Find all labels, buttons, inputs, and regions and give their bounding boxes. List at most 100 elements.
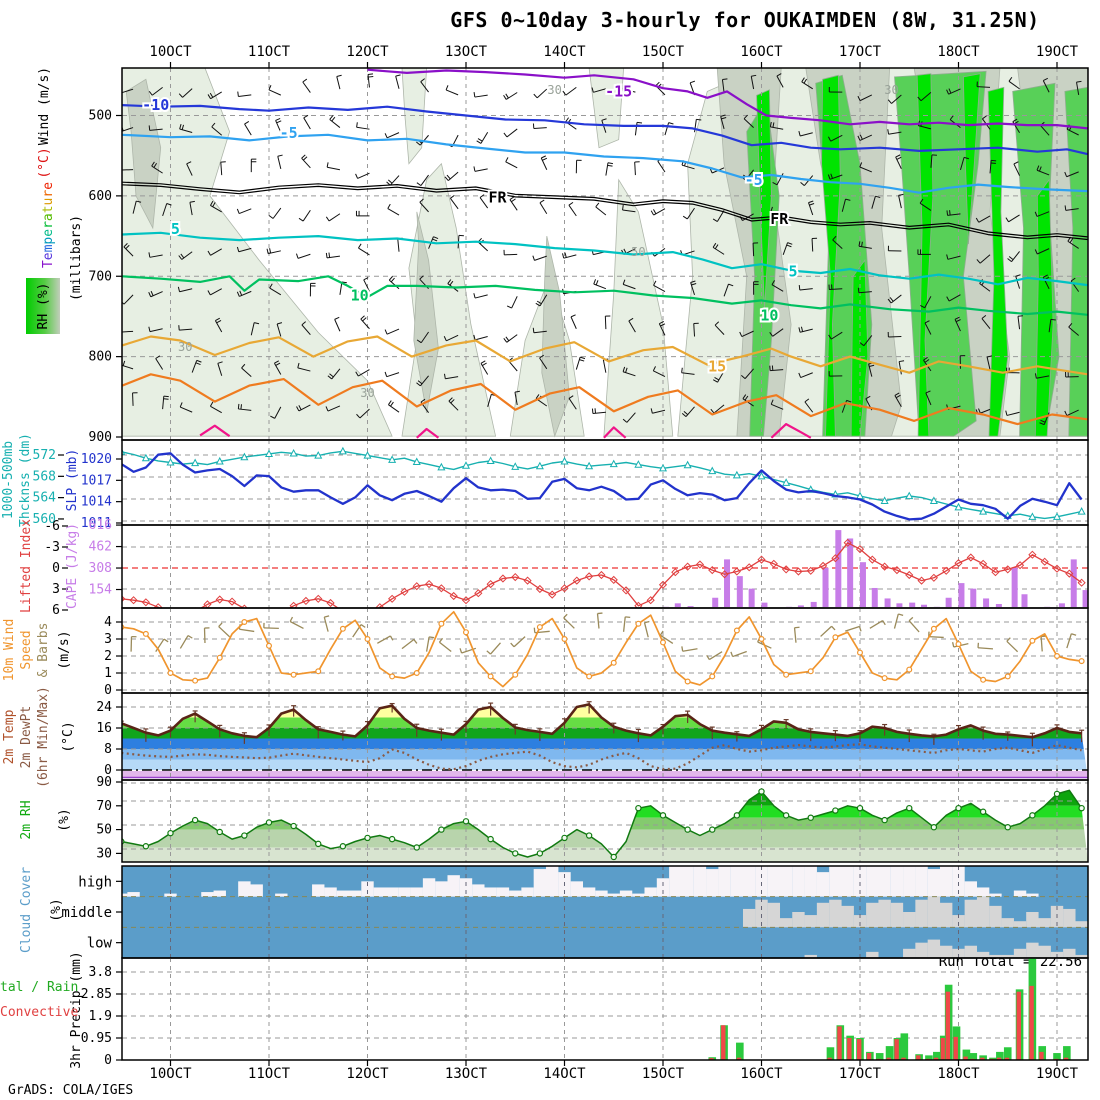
convective-bar <box>866 1053 872 1060</box>
convective-bar <box>945 991 951 1060</box>
contour-label: FR <box>770 210 789 228</box>
rain-bar <box>969 1053 978 1060</box>
svg-text:600: 600 <box>89 189 112 204</box>
svg-text:50: 50 <box>96 823 112 838</box>
svg-text:154: 154 <box>89 583 113 598</box>
contour-label: 10 <box>351 287 369 305</box>
x-axis-label-bottom: 15OCT <box>642 1066 685 1082</box>
x-axis-label-bottom: 16OCT <box>740 1066 783 1082</box>
contour-label: 15 <box>708 357 726 375</box>
svg-text:572: 572 <box>33 448 56 463</box>
x-axis-label-top: 14OCT <box>543 44 586 60</box>
svg-text:800: 800 <box>89 350 112 365</box>
left-axis-labels: Wind (m/s) (°C) Temperature (millibars) 1000… <box>0 67 84 1069</box>
svg-text:0: 0 <box>104 763 112 778</box>
svg-text:1020: 1020 <box>81 452 112 467</box>
convective-bar <box>940 1037 946 1060</box>
axis-label-2m-dewpt: 2m DewPt <box>19 706 34 769</box>
x-axis-label-bottom: 18OCT <box>937 1066 980 1082</box>
rain-bar <box>875 1053 884 1060</box>
axis-label-lifted-index: Lifted Index <box>19 519 34 613</box>
svg-text:0: 0 <box>104 683 112 698</box>
cape-bar <box>835 530 842 607</box>
axis-label--6hr-min-max-: (6hr Min/Max) <box>36 686 51 788</box>
svg-text:500: 500 <box>89 109 112 124</box>
convective-bar <box>847 1037 852 1060</box>
contour-label: 5 <box>171 220 180 238</box>
axis-label-2m-rh: 2m RH <box>19 800 34 839</box>
contour-label: -15 <box>605 82 632 100</box>
x-axis-label-top: 16OCT <box>740 44 783 60</box>
rh-legend-text: RH (%) <box>36 283 51 330</box>
cape-bar <box>884 598 891 607</box>
cloud-row-middle <box>742 896 1088 928</box>
axis-label--barbs: & Barbs <box>36 623 51 678</box>
contour-label: -5 <box>280 124 298 142</box>
x-axis-label-bottom: 12OCT <box>346 1066 389 1082</box>
svg-text:560: 560 <box>33 512 56 527</box>
svg-text:0: 0 <box>52 561 60 576</box>
minmax-whiskers <box>122 701 1085 747</box>
cape-bar <box>970 588 977 607</box>
convective-bar <box>894 1039 899 1060</box>
svg-text:3: 3 <box>104 632 112 647</box>
rain-bar <box>996 1051 1004 1060</box>
svg-text:564: 564 <box>33 491 57 506</box>
cape-bar <box>797 605 804 607</box>
x-axis-label-bottom: 19OCT <box>1036 1066 1079 1082</box>
cloud-row-label: middle <box>61 905 112 921</box>
panel-slp-thickness <box>122 440 1088 525</box>
cape-bar <box>822 567 829 607</box>
convective-bar <box>996 1057 1002 1060</box>
svg-text:70: 70 <box>96 799 112 814</box>
x-axis-label-top: 13OCT <box>445 44 488 60</box>
cloud-row-label: high <box>78 874 112 890</box>
cape-bar <box>724 559 731 607</box>
cape-bar <box>859 562 866 607</box>
page-title: GFS 0~10day 3-hourly for OUKAIMDEN (8W, … <box>450 8 1040 32</box>
cloud-row-high <box>122 866 1039 897</box>
cape-bar <box>995 604 1002 607</box>
svg-text:700: 700 <box>89 269 112 284</box>
rain-bar <box>925 1055 933 1060</box>
axis-label--: (%) <box>49 898 64 921</box>
svg-text:-6: -6 <box>44 519 60 534</box>
x-axis-label-bottom: 11OCT <box>248 1066 291 1082</box>
panel-upper-air: 30 30 30 50 30 -15 -10 -5 -5 FR FR 5 5 10 10 15 <box>122 68 1088 440</box>
svg-text:30: 30 <box>96 846 112 861</box>
axis-label-1000-500mb: 1000-500mb <box>1 441 16 519</box>
rain-bar <box>1063 1046 1071 1060</box>
svg-text:0: 0 <box>104 1053 112 1068</box>
svg-text:568: 568 <box>33 469 56 484</box>
rh-contour-label: 30 <box>360 386 374 400</box>
x-axis-label-top: 12OCT <box>346 44 389 60</box>
svg-text:90: 90 <box>96 775 112 790</box>
x-axis-label-bottom: 14OCT <box>543 1066 586 1082</box>
panel-precip-frame: 3.8 2.85 1.9 0.95 0 10OCT 11OCT 12OCT 13OCT 14OCT… <box>81 957 1089 1082</box>
convective-bar <box>886 1057 891 1060</box>
svg-text:308: 308 <box>89 561 112 576</box>
axis-label--: (%) <box>57 808 72 831</box>
x-axis-label-bottom: 17OCT <box>839 1066 882 1082</box>
convective-bar <box>709 1058 714 1060</box>
rh-contour-label: 30 <box>178 340 192 354</box>
rain-bar <box>1003 1047 1012 1060</box>
panel-precip: Run Total = 22.56 <box>122 958 1088 1060</box>
cape-bar <box>847 538 854 607</box>
axis-label-thcknss-dm-: Thcknss (dm) <box>18 433 33 527</box>
contour-20 <box>122 373 1088 426</box>
convective-bar <box>963 1056 968 1060</box>
axis-label--c-: (°C) <box>61 721 76 752</box>
axis-label-temperature: Temperature <box>41 182 56 268</box>
cape-bar <box>712 597 719 607</box>
rain-bar <box>933 1051 941 1060</box>
contour-FR <box>122 181 1088 241</box>
svg-text:4: 4 <box>104 615 112 630</box>
grads-credit: GrADS: COLA/IGES <box>8 1083 134 1098</box>
x-axis-label-top: 10OCT <box>149 44 192 60</box>
cape-bar <box>810 601 817 607</box>
convective-bar <box>901 1057 906 1060</box>
convective-bar <box>1029 985 1034 1060</box>
x-axis-label-top: 15OCT <box>642 44 685 60</box>
